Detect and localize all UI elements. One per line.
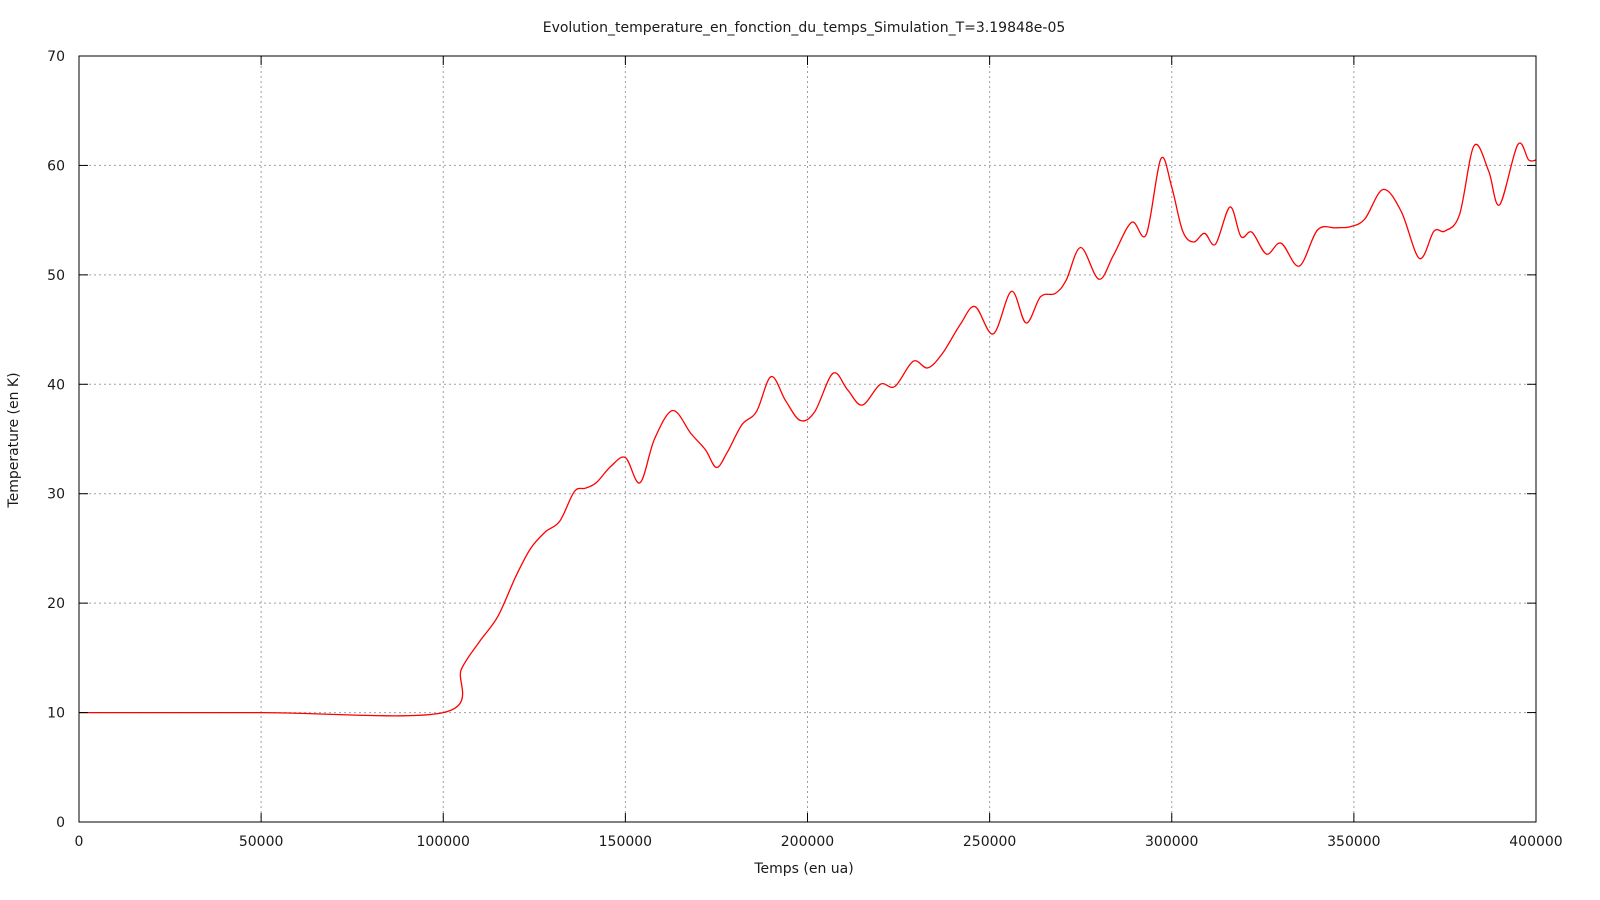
y-tick-label: 30: [47, 487, 65, 503]
y-tick-label: 0: [56, 815, 65, 831]
x-tick-label: 350000: [1327, 834, 1380, 850]
y-tick-label: 10: [47, 706, 65, 722]
x-tick-label: 200000: [781, 834, 834, 850]
x-tick-label: 0: [75, 834, 84, 850]
series-layer: [79, 142, 1537, 717]
y-tick-label: 70: [47, 49, 65, 65]
y-axis-label: Temperature (en K): [6, 372, 22, 508]
x-tick-label: 250000: [963, 834, 1016, 850]
y-tick-label: 40: [47, 377, 65, 393]
x-axis-label: Temps (en ua): [753, 861, 853, 877]
y-tick-label: 60: [47, 158, 65, 174]
grid: [79, 56, 1536, 822]
temperature-series-line: [79, 142, 1537, 717]
y-tick-label: 20: [47, 596, 65, 612]
x-tick-label: 300000: [1145, 834, 1198, 850]
tick-labels: 0 50000 100000 150000 200000 250000 300000 3500…: [47, 49, 1563, 850]
x-tick-label: 150000: [599, 834, 652, 850]
x-tick-label: 100000: [417, 834, 470, 850]
x-tick-label: 400000: [1509, 834, 1562, 850]
ticks: [78, 55, 1537, 823]
x-tick-label: 50000: [239, 834, 284, 850]
y-tick-label: 50: [47, 268, 65, 284]
chart-title: Evolution_temperature_en_fonction_du_tem…: [543, 20, 1066, 36]
